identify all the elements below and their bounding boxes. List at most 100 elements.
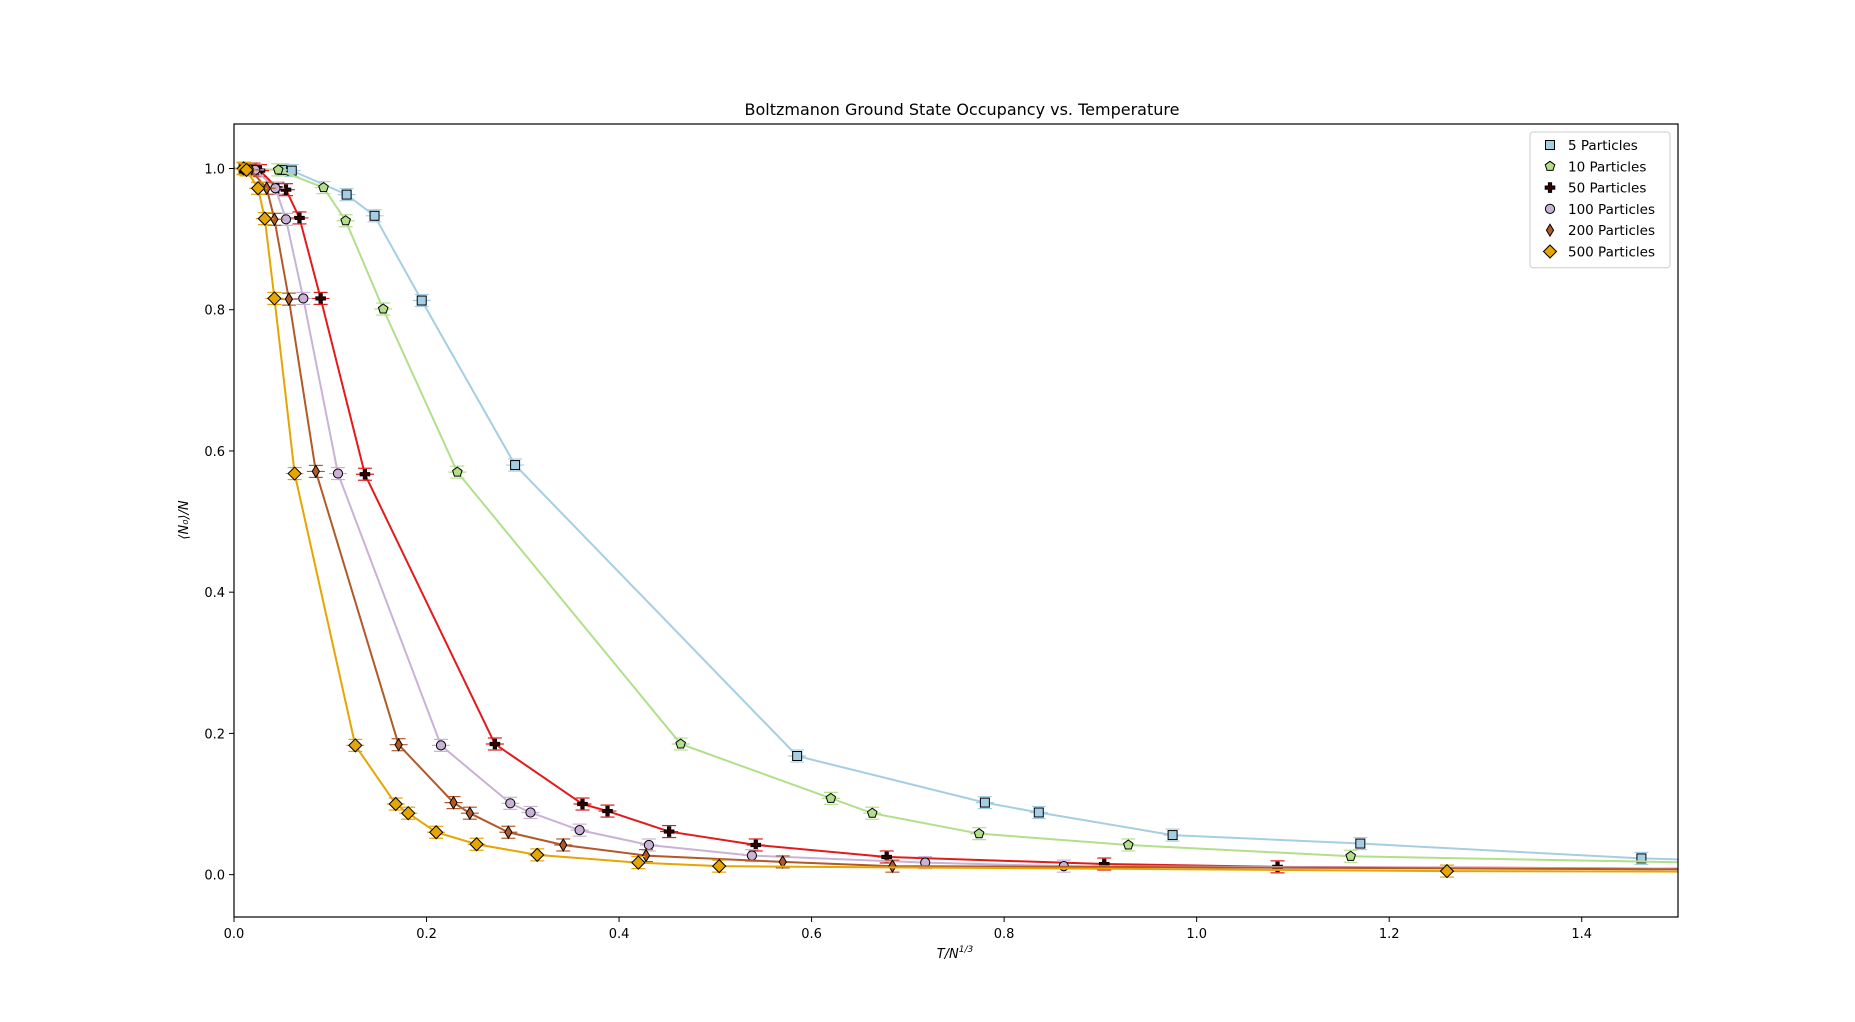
data-point <box>469 837 484 852</box>
data-point <box>239 162 254 178</box>
data-point <box>298 293 309 304</box>
data-point <box>250 181 266 196</box>
data-point <box>750 839 762 851</box>
data-point <box>1122 839 1134 850</box>
legend-item: 5 Particles <box>1545 138 1638 154</box>
y-axis: 0.0 0.2 0.4 0.6 0.8 1.0 <box>204 162 234 884</box>
legend: 5 Particles 10 Particles 50 Particles 100 P… <box>1529 131 1671 269</box>
data-point <box>1167 830 1178 841</box>
data-point <box>388 796 403 812</box>
data-point <box>1771 864 1778 876</box>
x-tick-label: 1.2 <box>1379 927 1400 942</box>
data-point <box>1769 864 1779 874</box>
y-axis-label: ⟨N₀⟩/N <box>177 500 192 539</box>
data-point <box>394 737 403 752</box>
data-point <box>369 210 380 221</box>
data-point <box>1770 857 1779 866</box>
series-6 <box>234 161 1783 879</box>
data-point <box>280 184 292 195</box>
error-bar <box>1765 858 1783 870</box>
data-point <box>792 750 803 761</box>
data-point <box>1770 859 1780 868</box>
data-point <box>332 468 344 479</box>
data-point <box>711 858 727 874</box>
series-line <box>234 167 1678 871</box>
series-layer <box>234 161 1783 879</box>
legend-item: 500 Particles <box>1542 244 1655 261</box>
x-tick-label: 0.8 <box>994 927 1015 942</box>
data-point <box>778 854 787 869</box>
x-tick-label: 0.0 <box>224 927 245 942</box>
data-point <box>510 460 521 471</box>
data-point <box>435 740 447 751</box>
series-5 <box>234 161 1783 876</box>
data-point <box>428 825 444 840</box>
data-point <box>602 805 613 817</box>
y-tick-label: 0.0 <box>204 869 225 884</box>
legend-marker <box>1544 160 1556 171</box>
data-point <box>973 828 985 839</box>
series-line <box>234 167 1678 861</box>
legend-label: 5 Particles <box>1568 138 1638 154</box>
data-point <box>525 807 536 818</box>
series-2 <box>234 161 1783 870</box>
data-point <box>1355 838 1366 849</box>
legend-marker <box>1545 223 1555 238</box>
data-point <box>663 826 675 837</box>
plot-frame <box>233 123 1679 918</box>
legend-item: 10 Particles <box>1544 159 1646 175</box>
legend-label: 200 Particles <box>1568 223 1655 239</box>
data-point <box>1033 807 1044 818</box>
data-point <box>866 807 878 818</box>
x-axis-label-main: T/N <box>937 947 959 962</box>
y-tick-label: 1.0 <box>204 162 225 177</box>
data-point <box>270 212 279 227</box>
legend-item: 100 Particles <box>1544 202 1655 218</box>
legend-label: 10 Particles <box>1568 159 1646 175</box>
data-point <box>341 189 352 200</box>
legend-label: 100 Particles <box>1568 202 1655 218</box>
data-point <box>577 798 588 810</box>
data-point <box>641 848 651 863</box>
x-axis-label: T/N1/3 <box>937 945 974 962</box>
data-point <box>257 211 273 226</box>
chart-title: Boltzmanon Ground State Occupancy vs. Te… <box>745 100 1180 119</box>
y-tick-label: 0.4 <box>204 586 225 601</box>
x-axis: 0.0 0.2 0.4 0.6 0.8 1.0 1.2 1.4 <box>224 917 1592 942</box>
data-point <box>284 292 294 307</box>
data-point <box>675 738 687 749</box>
series-3 <box>234 161 1783 875</box>
error-bar <box>1765 863 1783 875</box>
legend-item: 50 Particles <box>1544 181 1646 197</box>
data-point <box>267 291 282 306</box>
data-point <box>505 798 516 809</box>
y-tick-label: 0.6 <box>204 445 225 460</box>
x-tick-label: 1.0 <box>1186 927 1207 942</box>
data-point <box>294 212 305 224</box>
data-point <box>631 855 646 870</box>
data-point <box>1636 853 1647 864</box>
y-tick-label: 0.2 <box>204 727 225 742</box>
error-bar <box>1765 866 1783 878</box>
y-tick-label: 0.8 <box>204 304 225 319</box>
legend-label: 500 Particles <box>1568 245 1655 261</box>
x-tick-label: 1.4 <box>1571 927 1592 942</box>
data-point <box>979 797 990 808</box>
data-point <box>315 293 326 304</box>
series-1 <box>234 161 1783 868</box>
x-tick-label: 0.2 <box>416 927 437 942</box>
data-point <box>504 825 513 840</box>
error-bar <box>1765 856 1783 868</box>
data-point <box>416 295 427 306</box>
error-bar <box>1765 864 1783 876</box>
legend-marker <box>1542 244 1558 259</box>
data-point <box>1439 863 1455 879</box>
data-point <box>643 839 655 851</box>
legend-marker <box>1544 182 1556 193</box>
data-point <box>465 806 475 821</box>
series-line <box>234 167 1678 870</box>
data-point <box>888 859 897 874</box>
data-point <box>559 838 568 852</box>
data-point <box>1345 850 1357 861</box>
